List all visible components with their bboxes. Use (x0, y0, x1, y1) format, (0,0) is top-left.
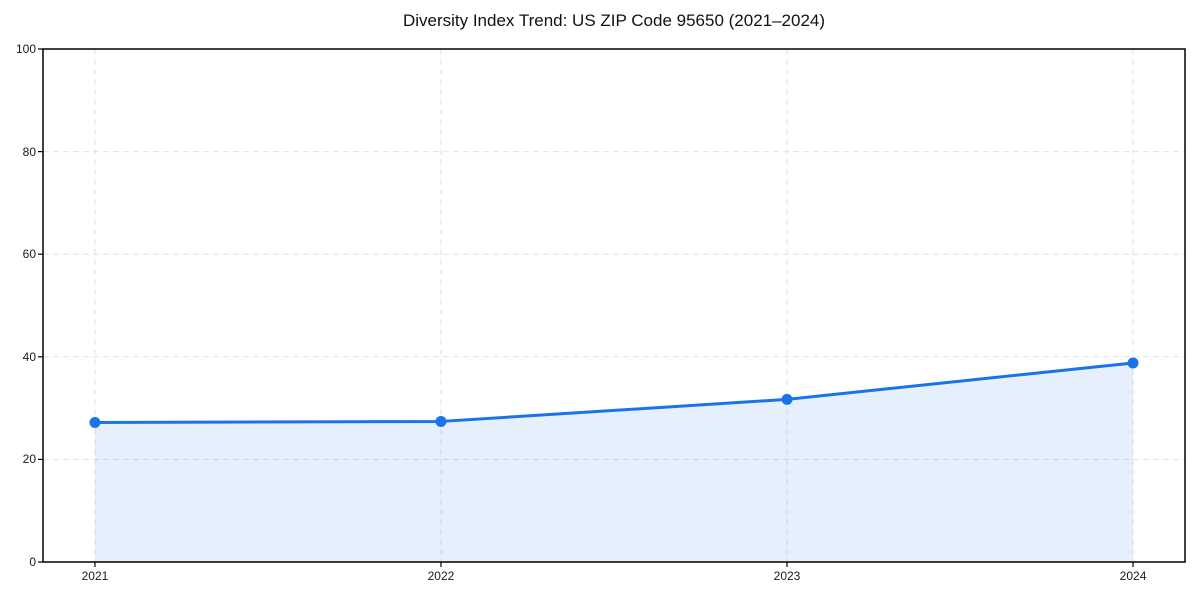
area-fill (94, 362, 1134, 562)
data-point-marker (781, 393, 793, 405)
chart-title: Diversity Index Trend: US ZIP Code 95650… (402, 11, 826, 30)
y-tick-label: 0 (29, 555, 36, 569)
data-point-marker (435, 415, 447, 427)
x-tick-label: 2023 (773, 569, 801, 583)
data-point-marker (89, 416, 101, 428)
plot-frame (42, 48, 1186, 563)
y-tick-label: 20 (22, 452, 36, 467)
x-tick-label: 2024 (1119, 569, 1147, 583)
y-tick-label: 60 (22, 247, 36, 262)
x-tick-label: 2022 (427, 569, 455, 583)
y-tick-label: 80 (22, 144, 36, 159)
x-tick-label: 2021 (81, 569, 109, 583)
y-tick-label: 40 (22, 349, 36, 364)
data-point-marker (1127, 357, 1139, 369)
trend-line (93, 361, 1135, 424)
y-tick-label: 100 (15, 42, 36, 56)
